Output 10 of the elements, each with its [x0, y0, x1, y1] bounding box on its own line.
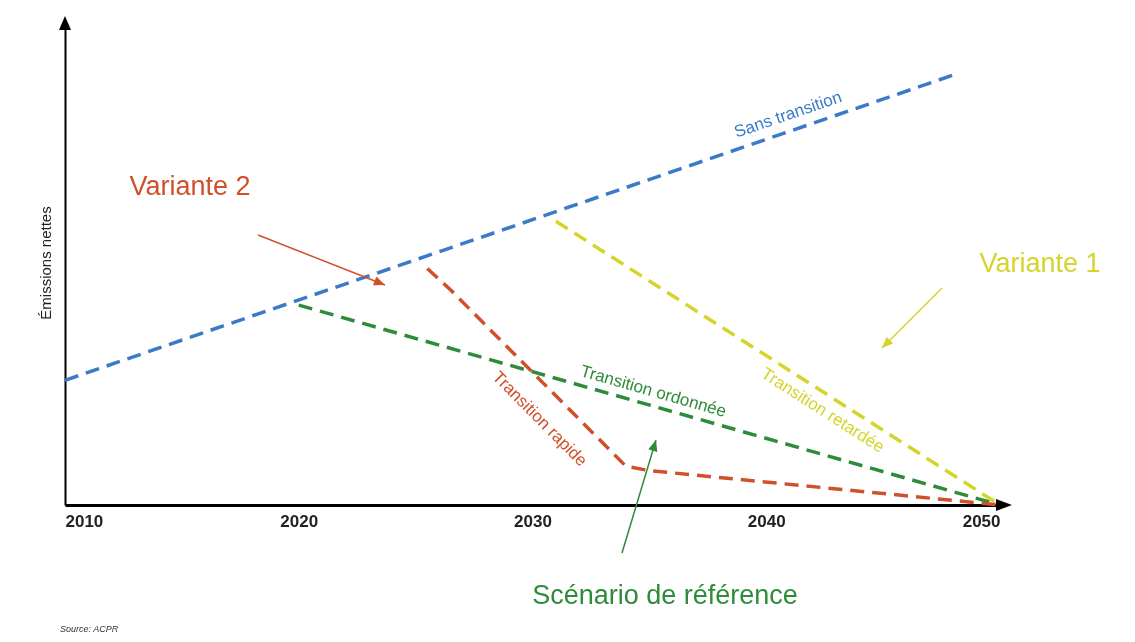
x-tick-label: 2050	[962, 511, 1001, 531]
x-tick-label: 2040	[747, 511, 786, 531]
x-tick-label: 2020	[280, 511, 319, 531]
y-axis-title: Émissions nettes	[36, 206, 54, 320]
annotation: Variante 1	[979, 248, 1101, 278]
x-tick-label: 2030	[514, 511, 552, 531]
source-note: Source: ACPR	[60, 624, 119, 634]
annotation: Variante 2	[129, 171, 251, 201]
x-tick-label: 2010	[65, 511, 104, 531]
text: Scénario de référence	[532, 580, 798, 610]
